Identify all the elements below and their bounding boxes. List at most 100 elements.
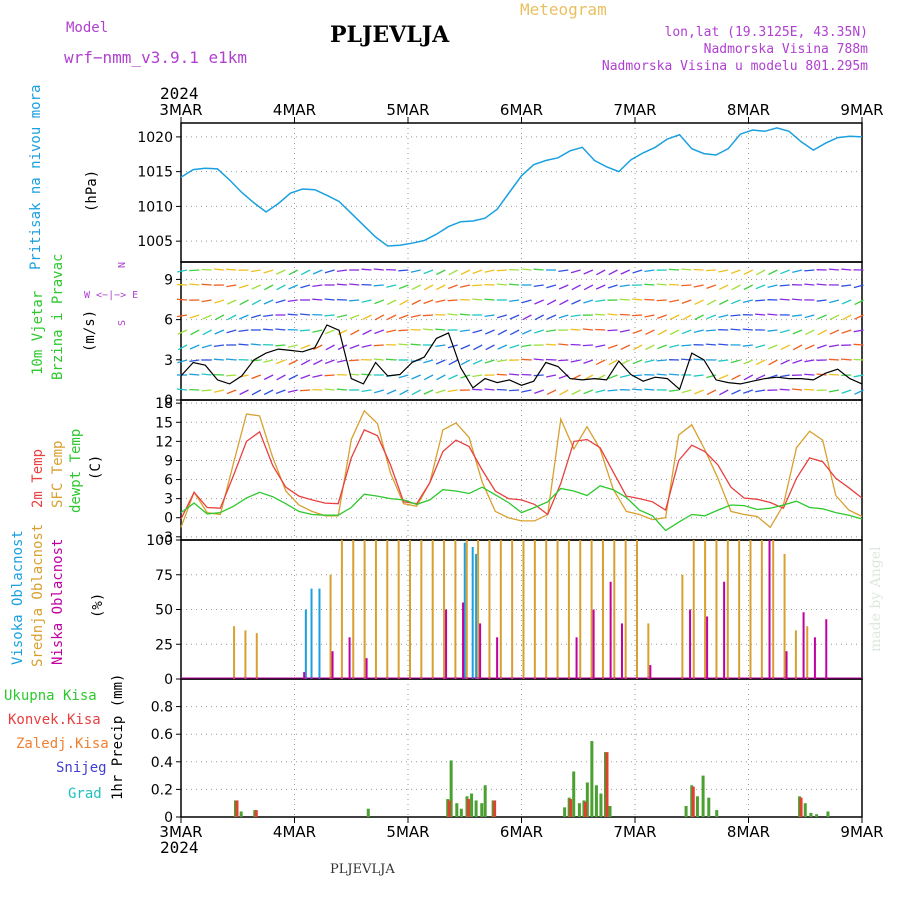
total-precip-bar [715,810,719,817]
wind-barb [313,344,323,351]
wind-barb [336,388,347,391]
wind-barb [816,344,827,349]
wind-barb [485,329,495,335]
wind-barb [251,299,262,306]
wind-barb [337,344,348,351]
wind-barb [226,299,237,305]
x-tick-label-top: 6MAR [500,101,543,119]
wind-barb [682,314,692,321]
wind-barb [570,343,581,346]
wind-barb [607,329,618,332]
wind-barb [422,328,434,331]
wind-barb [792,314,803,317]
wind-barb [459,313,470,316]
wind-barb [484,298,495,301]
wind-barb [804,388,815,391]
wind-barb [521,389,532,393]
wind-barb [521,299,532,304]
wind-barb [743,284,754,291]
year-bottom: 2024 [160,838,199,857]
wind-barb [755,284,766,290]
wind-barb [657,314,667,320]
wind-barb [534,389,544,395]
conv-precip-bar [467,799,471,817]
wind-barb [632,359,643,365]
wind-barb [312,329,323,333]
wind-barb [853,329,864,333]
wind-barb [853,284,864,289]
wind-barb [669,299,680,303]
wind-barb [496,283,507,286]
wind-barb [718,284,729,290]
wind-barb [201,299,212,303]
x-tick-label-bottom: 6MAR [500,823,543,841]
wind-barb [509,314,520,320]
wind-barb [842,314,852,321]
wind-barb [435,389,446,394]
wind-barb [276,269,286,275]
wind-barb [300,344,311,350]
wind-barb [570,314,581,318]
total-precip-bar [803,803,807,817]
wind-barb [447,299,458,302]
model-altitude-label: Nadmorska Visina u modelu 801.295m [601,59,868,74]
wind-barb [534,329,544,334]
wind-barb [484,314,495,318]
wind-barb [791,298,803,301]
wind-barb [706,284,717,290]
wind-barb [189,314,200,319]
wind-barb [668,283,680,286]
wind-barb [681,329,692,335]
wind-barb [705,269,716,272]
wind-barb [176,314,188,318]
precip-legend-snow: Snijeg [56,760,107,776]
wind-barb [435,344,446,348]
wind-barb [755,313,766,316]
wind-barb [533,374,544,377]
y-tick-label: -3 [159,530,173,546]
y-tick-label: 3 [164,492,173,508]
total-precip-bar [572,771,576,817]
wind-barb [804,359,815,363]
wind-barb [398,329,409,332]
altitude-label: Nadmorska Visina 788m [703,42,868,57]
y-tick-label: 0.8 [151,700,173,716]
wind-barb [545,343,557,346]
wind-barb [804,314,815,319]
wind-barb [841,358,852,361]
wind-barb [398,284,409,290]
wind-barb [607,344,618,350]
wind-barb [533,284,544,288]
wind-barb [841,284,852,287]
precip-legend-conv: Konvek.Kisa [8,712,101,728]
wind-barb [767,284,778,289]
wind-barb [263,299,274,305]
wind-barb [693,284,704,288]
wind-barb [731,284,741,291]
wind-barb [386,299,397,306]
wind-barb [558,314,569,319]
y-tick-label: 0 [164,511,173,527]
wind-barb [411,299,421,306]
total-precip-bar [826,811,830,817]
wind-barb [522,329,532,335]
wind-barb [841,268,852,271]
wind-barb [608,269,618,276]
wind-barb [239,389,249,396]
x-tick-label-top: 9MAR [840,101,883,119]
wind-barb [632,298,643,301]
wind-barb [668,373,680,376]
wind-barb [399,299,409,306]
conv-precip-bar [799,797,803,817]
wind-barb [214,314,225,321]
wind-barb [804,373,815,376]
y-tick-label: 0.2 [151,782,173,798]
wind-barb [448,269,458,276]
wind-barb [829,299,840,304]
wind-barb [238,329,249,333]
wind-barb [251,389,262,396]
wind-barb [324,388,335,391]
y-tick-label: 0.6 [151,727,173,743]
total-precip-bar [701,775,705,817]
wind-barb [546,389,557,395]
